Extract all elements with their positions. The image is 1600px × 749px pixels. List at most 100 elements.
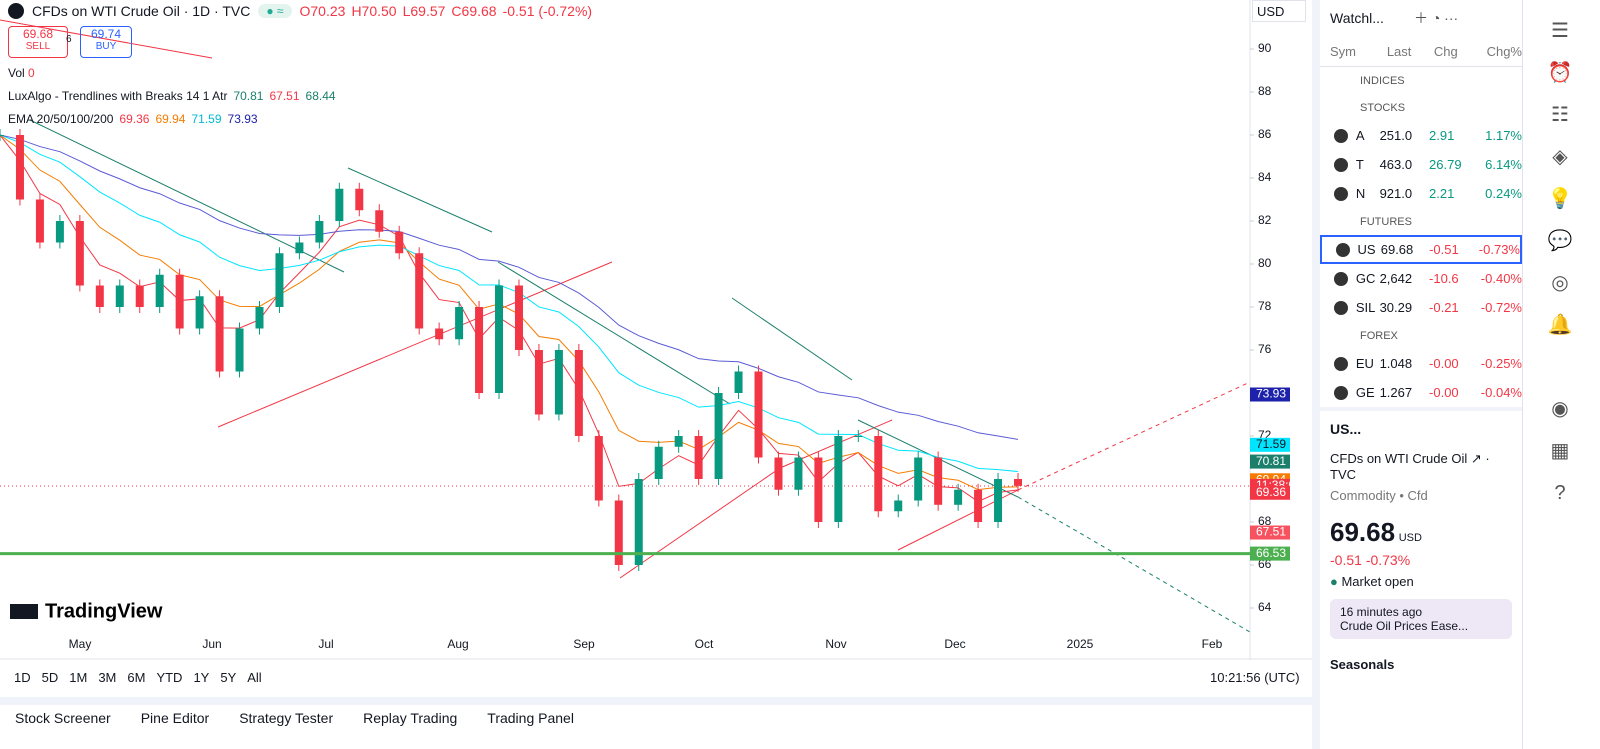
watch-row[interactable]: GC 2,642 -10.6 -0.40%: [1320, 264, 1522, 293]
toolbar[interactable]: ☰ ⏰ ☷ ◈ 💡 💬 ◎ 🔔 ◉ ▦?: [1547, 20, 1573, 504]
watch-row[interactable]: SIL 30.29 -0.21 -0.72%: [1320, 293, 1522, 322]
watch-row[interactable]: A 251.0 2.91 1.17%: [1320, 121, 1522, 150]
trendline: [1017, 381, 1251, 491]
title: Watchl...: [1330, 10, 1384, 26]
detail-status: Market open: [1341, 574, 1414, 589]
ema-value: 69.36: [119, 112, 150, 126]
candle: [534, 350, 543, 415]
lux: LuxAlgo - Trendlines with Breaks 14 1 At…: [8, 89, 336, 103]
candle: [355, 188, 364, 211]
news[interactable]: 16 minutes ago Crude Oil Prices Ease...: [1330, 599, 1512, 639]
detail-name: CFDs on WTI Crude Oil: [1330, 451, 1468, 466]
candle: [55, 221, 64, 243]
candle: [594, 436, 603, 501]
tab: Stock Screener: [15, 710, 111, 726]
cell: 30.29: [1379, 300, 1413, 315]
range[interactable]: 5D: [41, 670, 59, 685]
candle: [215, 296, 224, 372]
candle: [495, 285, 504, 393]
candle: [375, 210, 384, 232]
lux-value: 67.51: [269, 89, 300, 103]
price-label-bg: [1250, 525, 1290, 540]
watch-row[interactable]: T 463.0 26.79 6.14%: [1320, 150, 1522, 179]
sell-label: SELL: [25, 41, 51, 52]
details: US... CFDs on WTI Crude Oil ↗ · TVC Comm…: [1320, 407, 1522, 682]
ohlc-value: -0.51 (-0.72%): [502, 3, 593, 19]
price-label-bg: [1250, 485, 1290, 500]
candle: [834, 436, 843, 522]
candle: [395, 231, 404, 254]
range[interactable]: 6M: [127, 670, 146, 685]
watch-row[interactable]: US 69.68 -0.51 -0.73%: [1320, 235, 1522, 264]
y-tick-label: 68: [1258, 514, 1272, 528]
y-tick-label: 78: [1258, 299, 1272, 313]
candle: [255, 307, 264, 329]
range[interactable]: YTD: [156, 670, 183, 685]
ema: EMA 20/50/100/200 69.36 69.94 71.59 73.93: [8, 112, 258, 126]
watchlist-title[interactable]: Watchl... ＋ ◔ ···: [1330, 10, 1459, 26]
bottom-tabs: Stock Screener Pine Editor Strategy Tester…: [15, 710, 604, 726]
lux-value: 70.81: [233, 89, 264, 103]
cell: -10.6: [1429, 271, 1459, 286]
candle: [475, 307, 484, 393]
price-label-bg: [1250, 387, 1290, 402]
price-label: 70.81: [1256, 454, 1286, 468]
range[interactable]: 3M: [98, 670, 117, 685]
candle: [774, 457, 783, 490]
ema-line: [0, 134, 1019, 491]
currency[interactable]: USD: [1252, 0, 1306, 22]
candle: [574, 350, 583, 436]
ohlc-value: H70.50: [351, 3, 397, 19]
cell: GE: [1355, 385, 1375, 400]
buy-price: 69.74: [90, 27, 122, 41]
row-icon: [1334, 157, 1348, 172]
detail-category: Commodity • Cfd: [1330, 488, 1428, 503]
column: Sym: [1330, 43, 1356, 59]
price-label: 66.53: [1256, 546, 1286, 560]
cell: GC: [1355, 271, 1376, 286]
cell: 0.24%: [1485, 186, 1522, 201]
candle: [514, 285, 523, 350]
cell: T: [1355, 157, 1364, 172]
y-tick-label: 90: [1258, 41, 1272, 55]
range[interactable]: 1D: [14, 670, 31, 685]
sell-price: 69.68: [22, 27, 54, 41]
candle: [854, 436, 863, 437]
detail-symbol: US...: [1330, 421, 1362, 437]
cell: 2,642: [1379, 271, 1413, 286]
candle: [654, 446, 663, 479]
detail-change-pct: -0.73%: [1365, 552, 1411, 568]
detail-change: -0.51: [1330, 552, 1362, 568]
candle: [914, 457, 923, 501]
ohlc-value: O70.23: [299, 3, 346, 19]
watch-row[interactable]: GE 1.267 -0.00 -0.04%: [1320, 378, 1522, 407]
row-icon: [1334, 356, 1348, 371]
watch-row[interactable]: N 921.0 2.21 0.24%: [1320, 179, 1522, 208]
range[interactable]: 5Y: [220, 670, 237, 685]
cell: 1.267: [1379, 385, 1413, 400]
cell: 26.79: [1429, 157, 1462, 172]
price-label-bg: [1250, 546, 1290, 561]
sell-button[interactable]: 69.68 SELL: [8, 26, 68, 58]
cell: 2.21: [1429, 186, 1455, 201]
candle: [634, 479, 643, 565]
y-tick-label: 88: [1258, 84, 1272, 98]
ohlc-value: C69.68: [451, 3, 497, 19]
buy-button[interactable]: 69.74 BUY: [80, 26, 132, 58]
candle: [694, 436, 703, 479]
range[interactable]: All: [247, 670, 262, 685]
cell: 251.0: [1379, 128, 1413, 143]
x-tick-label: Jun: [202, 637, 221, 651]
status-pill: ● ≈: [258, 4, 292, 18]
x-tick-label: Oct: [695, 637, 714, 651]
trendline: [217, 261, 613, 428]
cell: -0.40%: [1480, 271, 1522, 286]
candle: [614, 500, 623, 565]
x-tick-label: Feb: [1202, 637, 1223, 651]
watch-row[interactable]: EU 1.048 -0.00 -0.25%: [1320, 349, 1522, 378]
lux-label: LuxAlgo - Trendlines with Breaks 14 1 At…: [8, 89, 228, 103]
range[interactable]: 1Y: [193, 670, 210, 685]
x-tick-label: May: [69, 637, 92, 651]
range[interactable]: 1M: [69, 670, 88, 685]
ohlc: O70.23 H70.50 L69.57 C69.68 -0.51 (-0.72%): [300, 3, 593, 19]
